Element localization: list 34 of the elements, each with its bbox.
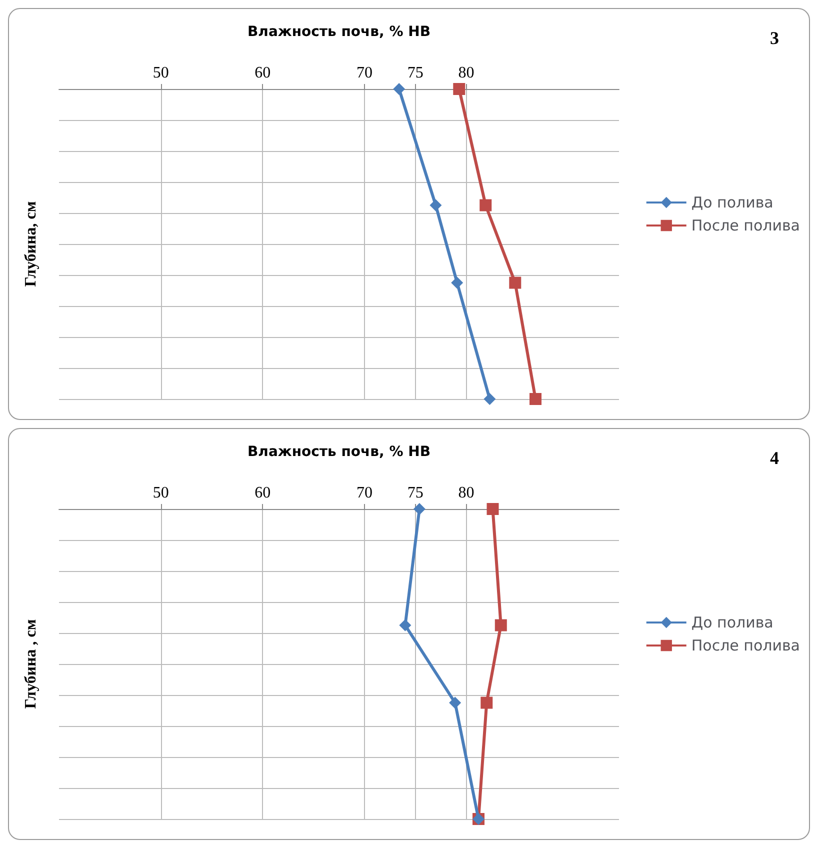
- x-tick-label: 70: [356, 64, 372, 82]
- x-tick-label: 75: [407, 64, 424, 82]
- point: [451, 276, 464, 289]
- x-tick-label: 50: [152, 484, 169, 502]
- x-axis-title: Влажность почв, % НВ: [248, 444, 430, 460]
- legend-label: После полива: [691, 636, 800, 654]
- point: [399, 619, 412, 632]
- text: 4: [770, 448, 779, 468]
- x-tick-label: 60: [254, 64, 271, 82]
- y-axis-title: Глубина , см: [22, 619, 40, 709]
- x-axis-title: Влажность почв, % НВ: [248, 24, 430, 40]
- point: [480, 696, 493, 709]
- point: [430, 199, 442, 212]
- x-tick-label: 80: [458, 484, 474, 502]
- x-tick-label: 80: [458, 64, 474, 82]
- x-tick-label: 60: [254, 484, 271, 502]
- legend-label: До полива: [691, 194, 774, 212]
- point: [393, 83, 406, 95]
- x-tick-label: 70: [356, 484, 372, 502]
- point: [509, 276, 522, 289]
- legend-label: После полива: [691, 216, 800, 234]
- point: [530, 393, 542, 405]
- point: [413, 503, 426, 515]
- point: [480, 199, 492, 212]
- x-tick-label: 50: [152, 64, 169, 82]
- text: 3: [770, 28, 779, 48]
- legend-label: До полива: [691, 614, 774, 632]
- point: [486, 503, 499, 515]
- point: [484, 393, 496, 405]
- y-axis-title: Глубина, см: [22, 201, 40, 287]
- point: [449, 696, 462, 709]
- point: [494, 619, 507, 632]
- x-tick-label: 75: [407, 484, 424, 502]
- point: [453, 83, 466, 95]
